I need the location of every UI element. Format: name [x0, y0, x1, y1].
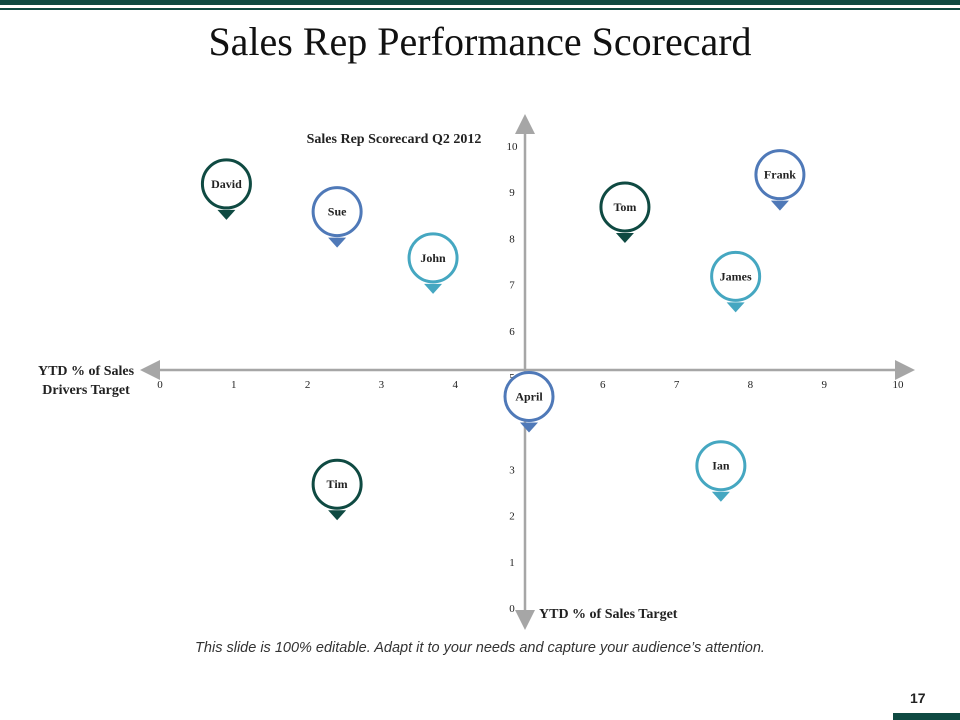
point-label: Sue	[328, 205, 347, 219]
x-tick-label: 7	[674, 379, 680, 391]
y-tick-label: 8	[509, 233, 515, 245]
data-point-sue: Sue	[311, 186, 363, 248]
x-tick-label: 3	[379, 379, 385, 391]
marker-pointer	[328, 510, 347, 521]
y-tick-label: 6	[509, 326, 515, 338]
x-tick-label: 9	[821, 379, 827, 391]
marker-pointer	[520, 422, 538, 433]
data-point-tom: Tom	[599, 181, 651, 244]
y-tick-label: 10	[507, 141, 519, 153]
marker-ring	[754, 149, 806, 201]
x-tick-label: 2	[305, 379, 311, 391]
point-label: John	[420, 251, 446, 265]
x-tick-label: 10	[893, 379, 905, 391]
marker-pointer	[217, 209, 236, 220]
y-tick-label: 7	[509, 280, 515, 292]
x-tick-label: 6	[600, 379, 606, 391]
marker-ring	[311, 458, 363, 510]
marker-ring	[599, 181, 651, 233]
marker-ring	[503, 370, 555, 422]
marker-ring	[311, 186, 363, 238]
marker-ring	[710, 250, 762, 302]
y-tick-label: 2	[509, 511, 515, 523]
y-tick-label: 3	[509, 464, 515, 476]
top-accent-bar	[0, 0, 960, 5]
point-label: Tom	[613, 200, 636, 214]
page-number: 17	[910, 690, 926, 706]
marker-pointer	[615, 233, 634, 244]
slide-title: Sales Rep Performance Scorecard	[208, 19, 752, 64]
x-axis-title: YTD % of Sales Drivers Target	[38, 364, 135, 398]
marker-ring	[200, 158, 252, 210]
chart-title: Sales Rep Scorecard Q2 2012	[307, 132, 482, 147]
y-axis-title: YTD % of Sales Target	[539, 607, 678, 622]
marker-pointer	[424, 283, 443, 294]
marker-pointer	[711, 491, 730, 502]
point-label: Ian	[712, 459, 730, 473]
data-point-frank: Frank	[754, 149, 806, 211]
point-label: David	[211, 177, 242, 191]
y-tick-label: 1	[509, 557, 515, 569]
y-tick-label: 0	[509, 603, 515, 615]
point-label: James	[720, 269, 752, 283]
marker-ring	[407, 232, 459, 284]
x-tick-label: 4	[452, 379, 458, 391]
x-tick-label: 0	[157, 379, 163, 391]
x-tick-label: 8	[748, 379, 754, 391]
marker-pointer	[726, 302, 745, 313]
point-label: Tim	[327, 477, 348, 491]
x-tick-label: 1	[231, 379, 237, 391]
data-point-david: David	[200, 158, 252, 220]
data-point-john: John	[407, 232, 459, 294]
data-point-ian: Ian	[695, 440, 747, 502]
data-point-tim: Tim	[311, 458, 363, 521]
top-accent-line	[0, 8, 960, 10]
point-label: Frank	[764, 168, 796, 182]
slide-caption: This slide is 100% editable. Adapt it to…	[195, 640, 765, 656]
bottom-accent-bar	[893, 713, 960, 720]
point-label: April	[515, 389, 543, 403]
marker-pointer	[770, 200, 789, 211]
marker-ring	[695, 440, 747, 492]
y-tick-label: 9	[509, 187, 515, 199]
marker-pointer	[328, 237, 347, 248]
data-point-april: April	[503, 370, 555, 433]
data-point-james: James	[710, 250, 762, 313]
